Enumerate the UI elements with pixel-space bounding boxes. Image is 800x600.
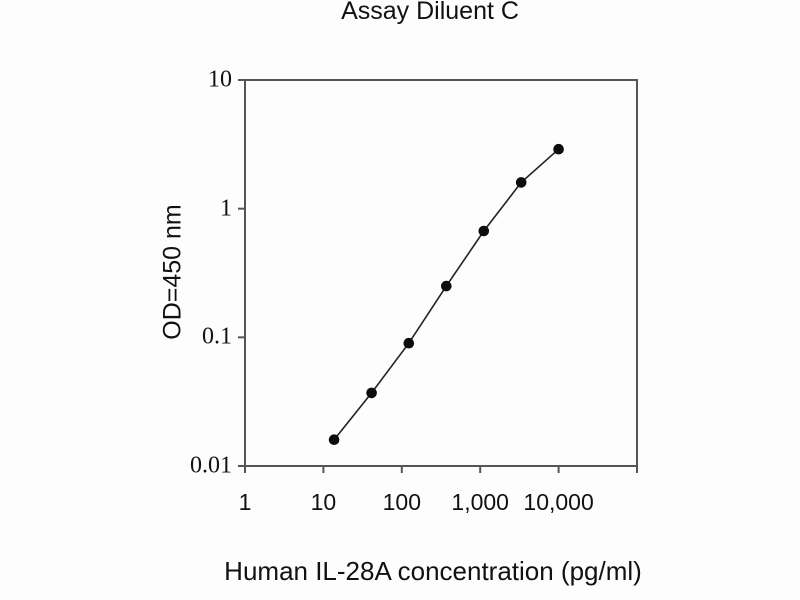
data-point: [403, 337, 415, 349]
x-tick-label: 10,000: [523, 489, 594, 515]
plot-frame: [244, 79, 638, 467]
y-tick-label: 10: [208, 66, 232, 93]
y-tick-label: 0.01: [190, 452, 232, 479]
data-point: [366, 387, 377, 399]
data-point: [515, 177, 527, 188]
x-tick-label: 1: [238, 489, 252, 515]
y-tick-label: 0.1: [202, 323, 232, 350]
y-tick-label: 1: [220, 195, 232, 222]
data-point: [478, 225, 490, 237]
data-point: [553, 143, 564, 155]
data-point: [441, 280, 452, 292]
chart-title: Assay Diluent C: [341, 0, 519, 25]
x-tick-label: 1,000: [451, 489, 509, 515]
x-axis-title: Human IL-28A concentration (pg/ml): [224, 556, 642, 586]
data-point: [328, 434, 340, 446]
x-tick-label: 10: [310, 489, 337, 515]
x-tick-label: 100: [382, 489, 421, 515]
